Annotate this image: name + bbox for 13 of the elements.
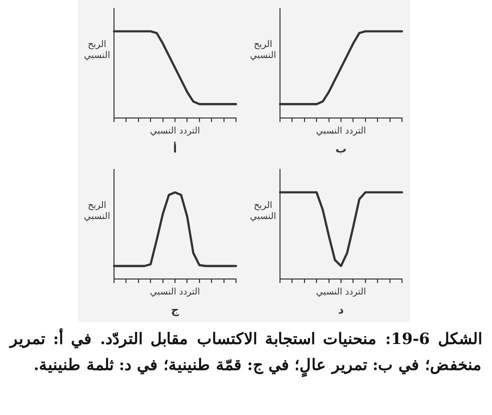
y-axis-title: الربح النسبي (82, 40, 112, 62)
text: أ (173, 141, 177, 156)
text: الشكل 6-19: منحنيات استجابة الاكتساب مقابل التردّد. في أ: تمرير منخفض؛ في ب: تمرير عالٍ؛ في ج: قمّة طنينية؛ في د: ثلمة طنينية. (10, 327, 482, 378)
x-axis-title: التردد النسبي (316, 126, 366, 137)
text: ج (171, 303, 180, 316)
x-axis-title: التردد النسبي (316, 288, 366, 298)
y-axis-title: الربح النسبي (248, 201, 278, 223)
x-axis-title: التردد النسبي (150, 126, 200, 137)
x-axis-title: التردد النسبي (150, 288, 200, 298)
text: د (338, 303, 344, 316)
y-axis-title: الربح النسبي (248, 40, 278, 62)
text: ب (335, 142, 347, 156)
y-axis-title: الربح النسبي (82, 201, 112, 223)
